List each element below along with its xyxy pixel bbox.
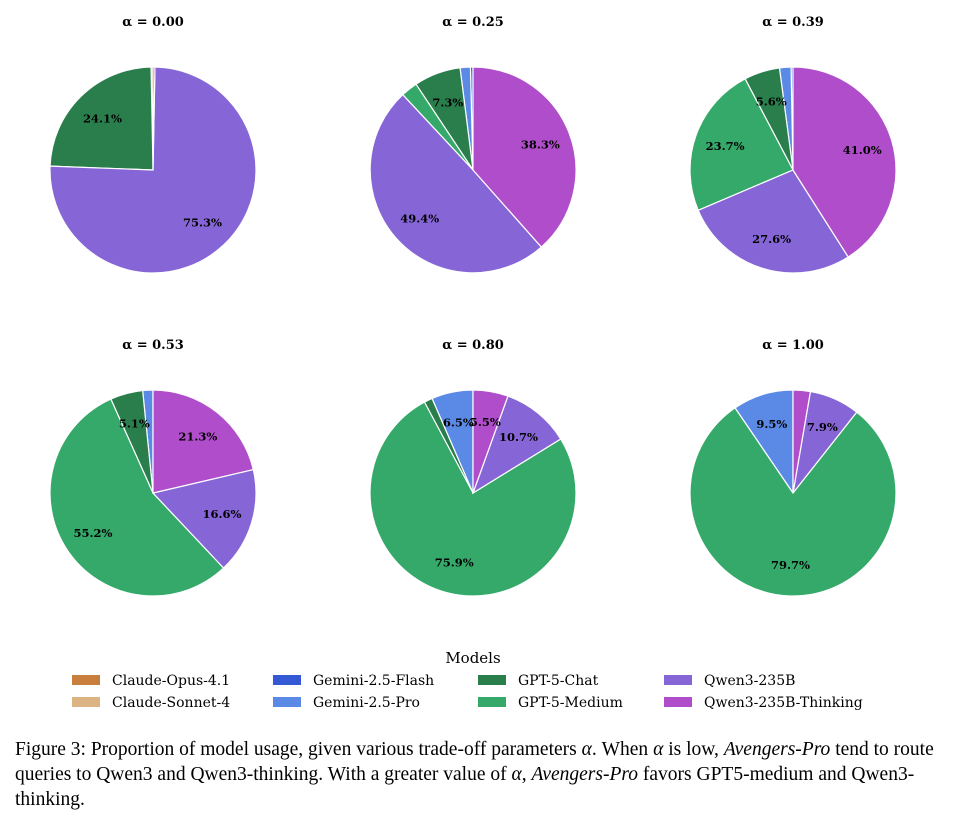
legend: Models Claude-Opus-4.1 Claude-Sonnet-4 Gemi… — [72, 649, 863, 711]
pie-slice-qwen3-235b-thinking — [472, 389, 509, 494]
pie-slice-qwen3-235b-thinking — [472, 66, 577, 248]
caption-part: is low, — [663, 739, 724, 760]
pie-chart: α = 0.53 5.1% 55.2% 16.6% 21.3% — [49, 338, 257, 597]
pie-slice-gpt-5-medium — [689, 407, 897, 597]
pie-data-label: 10.7% — [499, 430, 538, 444]
legend-label: Gemini-2.5-Pro — [313, 695, 420, 711]
pie-slice-qwen3-235b-thinking — [792, 66, 897, 258]
pie-slice-gpt-5-medium — [49, 398, 225, 597]
pie-slice-gpt-5-medium — [689, 78, 794, 212]
pie-title: α = 0.39 — [762, 15, 824, 30]
pie-title: α = 0.53 — [122, 338, 184, 353]
legend-item: Gemini-2.5-Pro — [273, 695, 420, 711]
pie-chart: α = 1.00 9.5% 79.7% 7.9% — [689, 338, 897, 597]
pie-data-label: 49.4% — [400, 212, 439, 226]
pie-title: α = 1.00 — [762, 338, 824, 353]
pie-data-label: 38.3% — [521, 137, 560, 151]
legend-item: Gemini-2.5-Flash — [273, 673, 434, 689]
pie-data-label: 5.6% — [756, 94, 787, 108]
pie-title: α = 0.80 — [442, 338, 504, 353]
caption-alpha: α — [653, 739, 664, 760]
pie-slice-qwen3-235b — [697, 169, 850, 274]
legend-label: Claude-Opus-4.1 — [112, 673, 230, 689]
legend-swatch — [72, 675, 100, 685]
pie-grid: α = 0.00 24.1% 75.3% α = 0.25 7.3% 49.4% 38.3%… — [49, 15, 897, 597]
caption-emphasis: Avengers-Pro — [531, 764, 639, 785]
pie-slice-qwen3-235b-thinking — [152, 66, 156, 171]
pie-data-label: 5.1% — [119, 416, 150, 430]
caption-part: , — [521, 764, 532, 785]
figure-caption: Figure 3: Proportion of model usage, giv… — [15, 737, 950, 812]
legend-swatch — [478, 697, 506, 707]
legend-label: GPT-5-Medium — [518, 695, 623, 711]
caption-alpha: α — [511, 764, 522, 785]
legend-swatch — [72, 697, 100, 707]
pie-chart: α = 0.39 5.6% 23.7% 27.6% 41.0% — [689, 15, 897, 274]
legend-item: GPT-5-Chat — [478, 673, 599, 689]
pie-title: α = 0.00 — [122, 15, 184, 30]
caption-emphasis: Avengers-Pro — [723, 739, 831, 760]
pie-title: α = 0.25 — [442, 15, 504, 30]
caption-part: favors GPT5-medium and Qwen3-thinking. — [15, 764, 915, 810]
legend-item: GPT-5-Medium — [478, 695, 623, 711]
pie-data-label: 24.1% — [83, 112, 122, 126]
legend-label: GPT-5-Chat — [518, 673, 599, 689]
pie-slice-qwen3-235b — [151, 468, 257, 569]
pie-data-label: 75.9% — [435, 556, 474, 570]
legend-item: Claude-Sonnet-4 — [72, 695, 230, 711]
pie-chart: α = 0.00 24.1% 75.3% — [49, 15, 257, 274]
pie-data-label: 7.9% — [807, 420, 838, 434]
pie-data-label: 16.6% — [203, 507, 242, 521]
legend-swatch — [478, 675, 506, 685]
caption-alpha: α — [581, 739, 592, 760]
caption-part: . When — [591, 739, 654, 760]
legend-swatch — [273, 675, 301, 685]
pie-data-label: 23.7% — [706, 139, 745, 153]
pie-data-label: 5.5% — [470, 415, 501, 429]
legend-label: Qwen3-235B-Thinking — [704, 695, 863, 711]
legend-label: Claude-Sonnet-4 — [112, 695, 230, 711]
legend-label: Gemini-2.5-Flash — [313, 673, 434, 689]
pie-data-label: 75.3% — [183, 215, 222, 229]
pie-data-label: 21.3% — [178, 430, 217, 444]
pie-data-label: 27.6% — [752, 232, 791, 246]
legend-swatch — [664, 675, 692, 685]
pie-chart: α = 0.25 7.3% 49.4% 38.3% — [369, 15, 577, 274]
pie-slice-qwen3-235b-thinking — [792, 389, 812, 494]
legend-item: Claude-Opus-4.1 — [72, 673, 230, 689]
pie-slice-gpt-5-medium — [369, 401, 577, 597]
pie-data-label: 41.0% — [843, 143, 882, 157]
pie-data-label: 6.5% — [443, 415, 474, 429]
pie-data-label: 55.2% — [74, 526, 113, 540]
legend-label: Qwen3-235B — [704, 673, 795, 689]
caption-prefix: Figure 3: Proportion of model usage, giv… — [15, 739, 582, 760]
pie-slice-qwen3-235b — [369, 93, 543, 274]
pie-slice-gpt-5-chat — [49, 66, 154, 171]
legend-title: Models — [445, 649, 500, 667]
legend-item: Qwen3-235B — [664, 673, 795, 689]
pie-slice-qwen3-235b-thinking — [152, 389, 255, 494]
legend-swatch — [664, 697, 692, 707]
pie-chart: α = 0.80 6.5% 75.9% 10.7%5.5% — [369, 338, 577, 597]
caption-part: tend to route queries to Qwen3 and Qwen3… — [15, 739, 934, 785]
pie-slice-qwen3-235b — [471, 395, 562, 495]
legend-swatch — [273, 697, 301, 707]
pie-data-label: 79.7% — [771, 558, 810, 572]
legend-item: Qwen3-235B-Thinking — [664, 695, 863, 711]
pie-data-label: 9.5% — [756, 417, 787, 431]
pie-data-label: 7.3% — [432, 95, 463, 109]
